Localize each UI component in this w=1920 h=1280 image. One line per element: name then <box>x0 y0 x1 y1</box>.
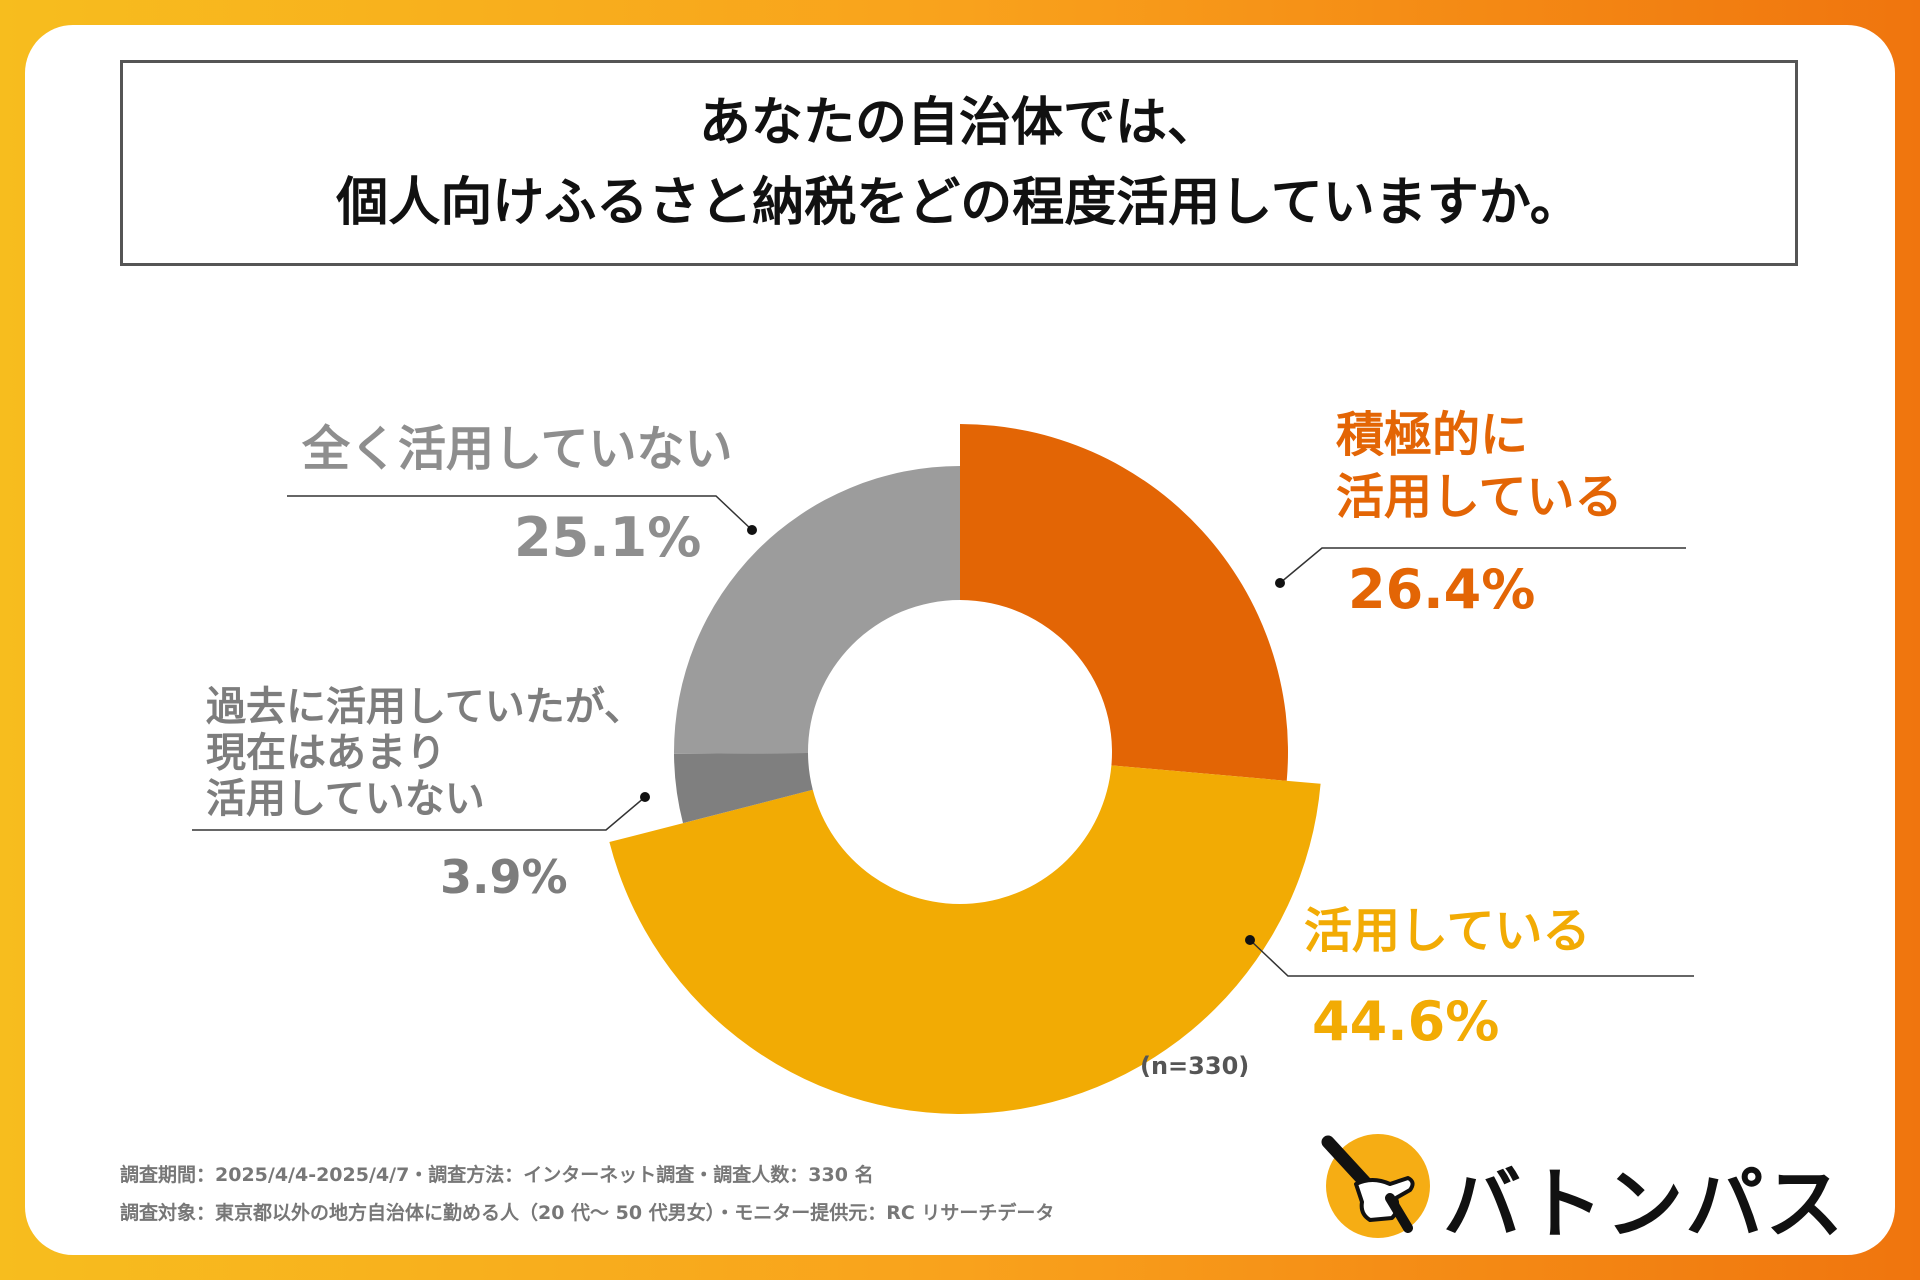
slice-label-2-line-3: 活用していない <box>206 776 485 822</box>
baton-hand-icon <box>1321 1135 1415 1233</box>
slice-label-1-line-1: 活用している <box>1304 903 1591 959</box>
slice-label-2-line-2: 現在はあまり <box>206 730 446 776</box>
title-box: あなたの自治体では、 個人向けふるさと納税をどの程度活用していますか。 <box>120 60 1798 266</box>
slice-label-3: 全く活用していない <box>302 418 733 480</box>
leader-dot-slice-3 <box>747 525 757 535</box>
donut-slice-3 <box>673 466 960 754</box>
leader-line-slice-1 <box>1249 939 1694 977</box>
footnote-line-1: 調査期間：2025/4/4-2025/4/7・調査方法：インターネット調査・調査… <box>120 1164 874 1186</box>
donut-slice-0 <box>960 424 1288 781</box>
leader-dot-slice-1 <box>1245 935 1255 945</box>
leader-line-slice-3 <box>287 495 753 531</box>
slice-value-1: 44.6% <box>1312 990 1500 1053</box>
slice-label-0-line-1: 積極的に <box>1336 407 1529 463</box>
footnote-line-2: 調査対象：東京都以外の地方自治体に勤める人（20 代～ 50 代男女）・モニター… <box>120 1202 1055 1224</box>
slice-value-2: 3.9% <box>440 850 568 904</box>
leader-dot-slice-2 <box>640 792 650 802</box>
sample-size-note: (n=330) <box>1140 1052 1250 1080</box>
leader-dot-slice-0 <box>1275 578 1285 588</box>
logo-text: バトンパス <box>1443 1160 1846 1250</box>
slice-value-0: 26.4% <box>1348 558 1536 621</box>
leader-line-slice-0 <box>1279 547 1686 584</box>
title-line-1: あなたの自治体では、 <box>698 93 1219 153</box>
slice-label-0: 積極的に 活用している <box>1336 404 1623 528</box>
donut-slice-1 <box>609 765 1321 1115</box>
slice-label-0-line-2: 活用している <box>1336 469 1623 525</box>
slice-label-1: 活用している <box>1304 900 1591 962</box>
slice-value-3: 25.1% <box>514 506 702 569</box>
leader-line-slice-2 <box>192 796 646 831</box>
slice-label-2: 過去に活用していたが、 現在はあまり 活用していない <box>206 684 644 822</box>
donut-slice-2 <box>674 752 813 824</box>
title-line-2: 個人向けふるさと納税をどの程度活用していますか。 <box>336 173 1582 233</box>
slice-label-2-line-1: 過去に活用していたが、 <box>206 684 644 730</box>
slice-label-3-line-1: 全く活用していない <box>302 421 733 477</box>
